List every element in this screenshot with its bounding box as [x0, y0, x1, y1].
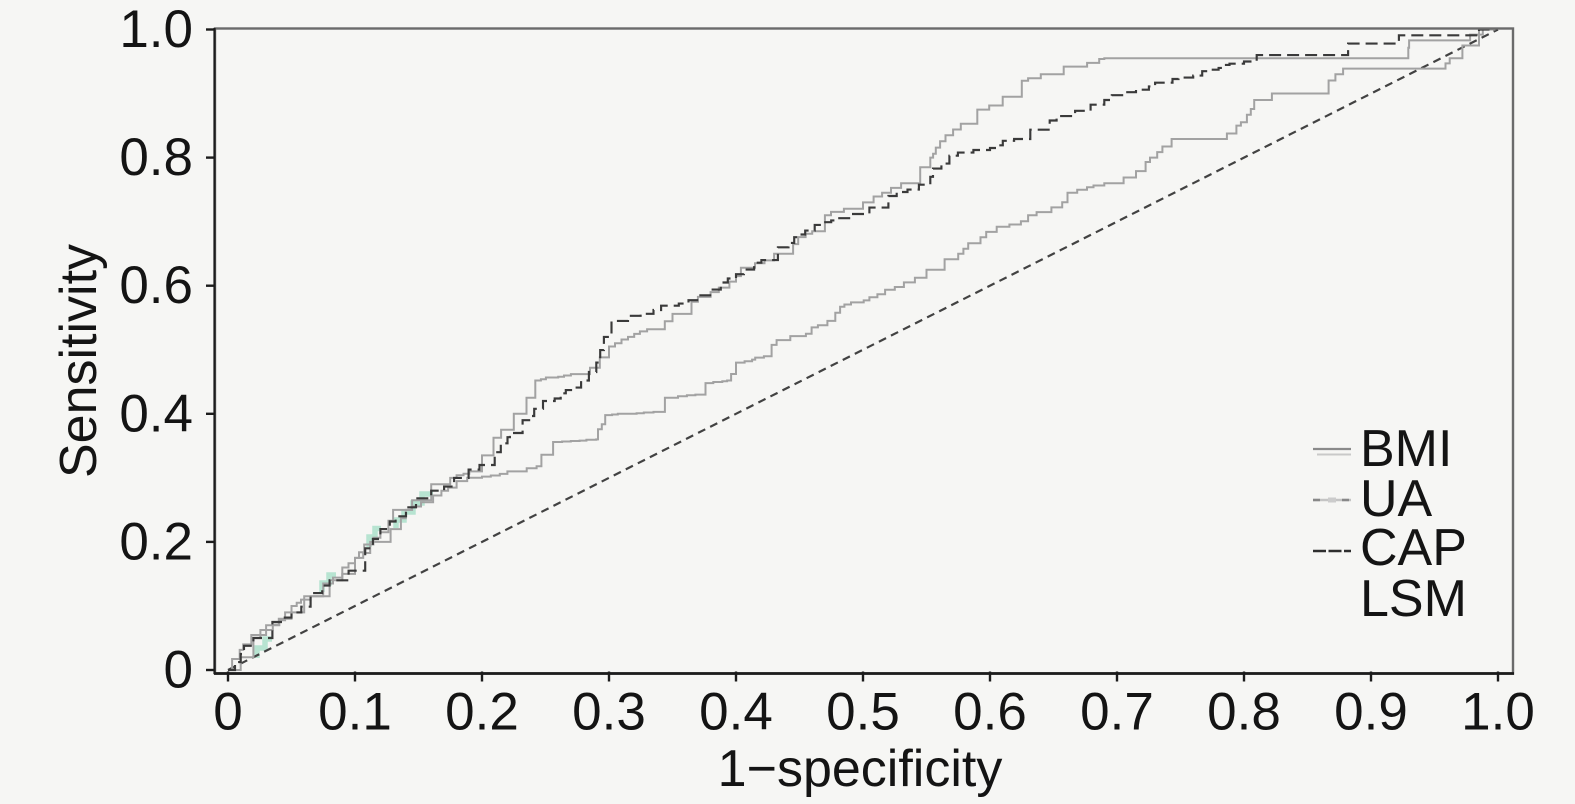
svg-text:CAP: CAP	[1360, 519, 1467, 577]
svg-text:0.3: 0.3	[572, 683, 646, 742]
svg-text:LSM: LSM	[1360, 570, 1467, 628]
svg-text:1−specificity: 1−specificity	[718, 740, 1003, 798]
svg-text:0.8: 0.8	[119, 128, 193, 187]
svg-text:0: 0	[213, 683, 242, 742]
svg-text:0.2: 0.2	[119, 512, 193, 571]
svg-text:0: 0	[164, 641, 193, 700]
svg-text:Sensitivity: Sensitivity	[50, 244, 108, 478]
svg-text:0.8: 0.8	[1207, 683, 1281, 742]
svg-text:0.4: 0.4	[699, 683, 773, 742]
svg-text:1.0: 1.0	[1461, 683, 1535, 742]
svg-text:UA: UA	[1360, 470, 1433, 528]
svg-text:0.6: 0.6	[119, 256, 193, 315]
svg-text:0.9: 0.9	[1334, 683, 1408, 742]
svg-text:0.2: 0.2	[445, 683, 519, 742]
svg-text:0.1: 0.1	[318, 683, 392, 742]
svg-text:1.0: 1.0	[119, 0, 193, 59]
svg-text:0.7: 0.7	[1080, 683, 1154, 742]
svg-text:0.5: 0.5	[826, 683, 900, 742]
svg-text:0.4: 0.4	[119, 384, 193, 443]
svg-text:BMI: BMI	[1360, 420, 1452, 478]
svg-text:0.6: 0.6	[953, 683, 1027, 742]
